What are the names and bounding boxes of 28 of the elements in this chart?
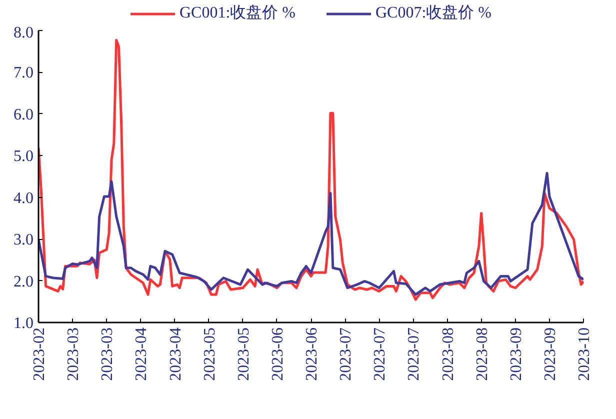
y-tick-label: 8.0	[14, 24, 34, 42]
x-tick-label: 2023-05	[235, 328, 252, 381]
y-tick-label: 1.0	[14, 315, 34, 332]
y-tick-label: 7.0	[14, 64, 34, 82]
y-tick-label: 2.0	[14, 273, 34, 290]
y-tick-label: 5.0	[14, 148, 34, 166]
legend-label: GC007:收盘价 %	[376, 4, 492, 24]
x-tick-label: 2023-07	[372, 328, 389, 381]
x-tick-label: 2023-06	[304, 328, 320, 381]
x-tick-label: 2023-07	[338, 328, 355, 381]
y-tick-label: 4.0	[14, 190, 34, 207]
legend-label: GC001:收盘价 %	[180, 4, 296, 24]
x-tick-label: 2023-03	[65, 328, 82, 381]
x-tick-label: 2023-08	[474, 328, 491, 381]
x-tick-label: 2023-05	[201, 328, 218, 381]
x-tick-label: 2023-03	[99, 328, 116, 381]
x-tick-label: 2023-06	[269, 328, 286, 381]
x-tick-label: 2023-09	[542, 328, 559, 381]
x-tick-label: 2023-07	[406, 328, 423, 381]
x-tick-label: 2023-04	[167, 328, 184, 381]
y-tick-label: 3.0	[14, 232, 34, 249]
x-tick-label: 2023-09	[508, 328, 525, 381]
x-tick-label: 2023-08	[440, 328, 457, 381]
y-tick-label: 6.0	[14, 106, 34, 124]
line-series	[38, 172, 584, 296]
x-tick-label: 2023-10	[576, 328, 593, 381]
x-tick-label: 2023-04	[133, 328, 150, 381]
x-tick-label: 2023-02	[31, 328, 48, 381]
